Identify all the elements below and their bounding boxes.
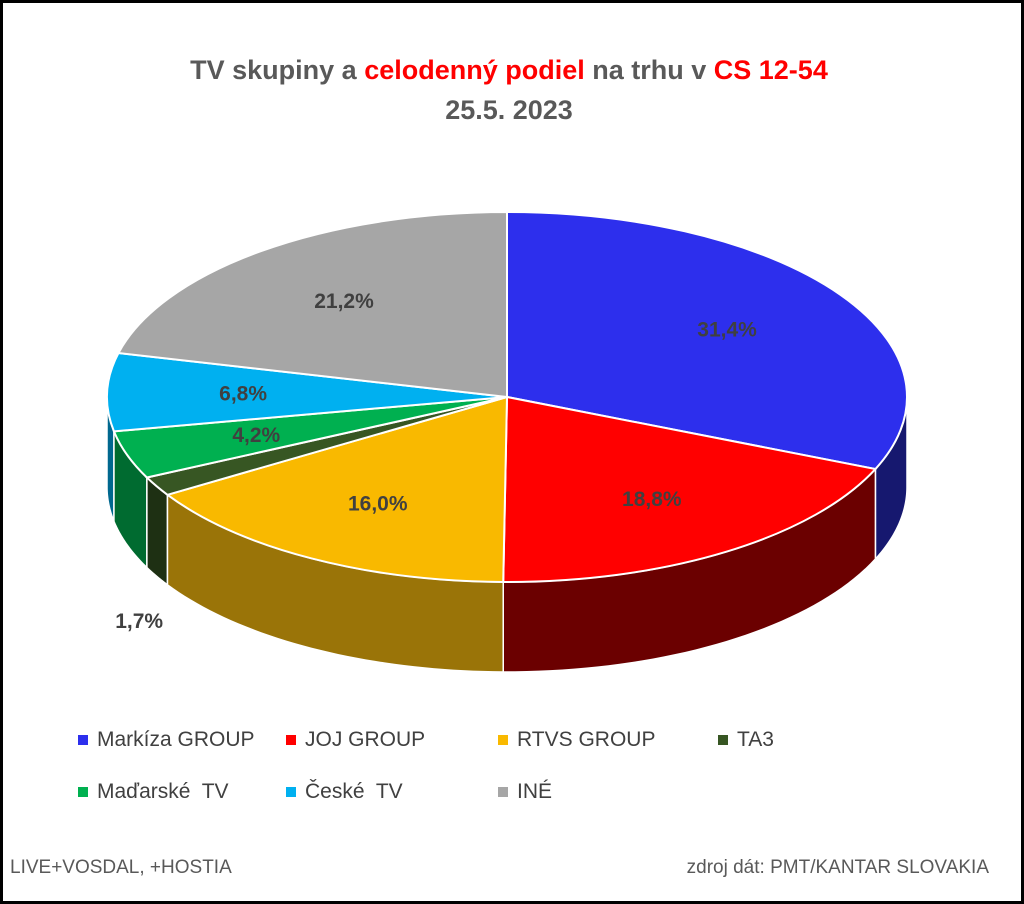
data-label-5: 6,8%	[219, 383, 267, 406]
pie-slice-5	[106, 351, 508, 433]
data-label-1: 18,8%	[622, 488, 682, 511]
legend-item-2: RTVS GROUP	[498, 728, 655, 752]
title-text-1: TV skupiny a	[190, 55, 365, 85]
data-label-6: 21,2%	[314, 290, 374, 313]
legend-label-5: České TV	[305, 780, 403, 803]
legend-swatch-2	[498, 735, 508, 745]
pie-slice-0	[506, 210, 908, 471]
pie-slice-2	[165, 395, 509, 583]
legend-item-3: TA3	[718, 728, 774, 752]
legend-swatch-4	[78, 787, 88, 797]
legend-label-6: INÉ	[517, 780, 553, 803]
legend-item-0: Markíza GROUP	[78, 728, 255, 752]
legend-item-1: JOJ GROUP	[286, 728, 425, 752]
data-label-3: 1,7%	[115, 610, 163, 633]
legend-swatch-3	[718, 735, 728, 745]
legend-item-4: Maďarské TV	[78, 780, 229, 804]
footer-left: LIVE+VOSDAL, +HOSTIA	[10, 857, 232, 878]
title-text-2: na trhu v	[584, 55, 714, 85]
legend-label-2: RTVS GROUP	[517, 728, 656, 751]
title-highlight-2: CS 12-54	[713, 55, 828, 85]
footer-right: zdroj dát: PMT/KANTAR SLOVAKIA	[686, 857, 989, 878]
title-date: 25.5. 2023	[445, 95, 573, 125]
legend-label-0: Markíza GROUP	[97, 728, 255, 751]
legend-item-6: INÉ	[498, 780, 552, 804]
legend-swatch-6	[498, 787, 508, 797]
title-line-1: TV skupiny a celodenný podiel na trhu v …	[0, 50, 1018, 90]
title-highlight-1: celodenný podiel	[364, 55, 585, 85]
data-label-2: 16,0%	[348, 492, 408, 515]
data-label-4: 4,2%	[232, 424, 280, 447]
legend-label-1: JOJ GROUP	[305, 728, 426, 751]
legend-label-3: TA3	[737, 728, 774, 751]
legend-swatch-5	[286, 787, 296, 797]
data-label-0: 31,4%	[697, 319, 757, 342]
legend-swatch-1	[286, 735, 296, 745]
pie-slice-6	[116, 210, 508, 399]
legend-item-5: České TV	[286, 780, 403, 804]
pie-slice-1	[502, 395, 878, 583]
chart-title: TV skupiny a celodenný podiel na trhu v …	[0, 50, 1018, 130]
legend-swatch-0	[78, 735, 88, 745]
legend-label-4: Maďarské TV	[97, 780, 229, 803]
